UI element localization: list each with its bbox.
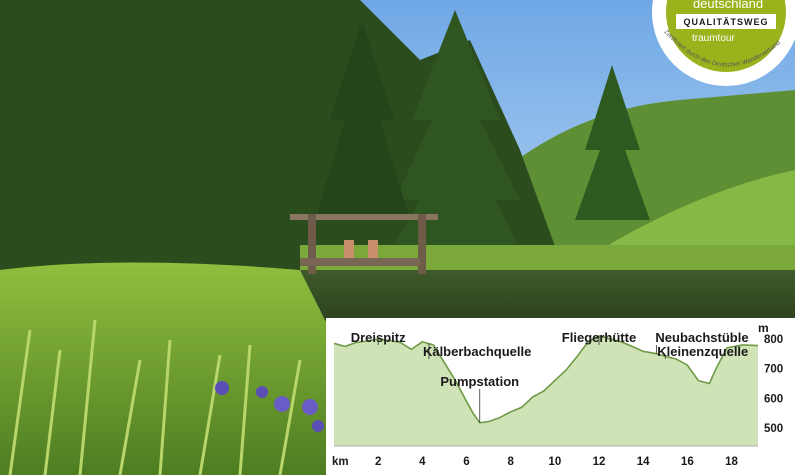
badge-line3: traumtour — [692, 33, 735, 44]
x-tick-label: 14 — [637, 456, 650, 468]
flower — [215, 381, 229, 395]
x-tick-label: 12 — [593, 456, 606, 468]
y-tick-label: 500 — [764, 423, 783, 435]
y-axis-unit-label: m — [758, 321, 769, 335]
annotation-label: Kälberbachquelle — [423, 344, 531, 359]
grass-blades — [8, 319, 302, 475]
annotation-label: Neubachstüble — [655, 330, 748, 345]
flower — [274, 396, 290, 412]
x-tick-label: 18 — [725, 456, 738, 468]
fir-tree-2 — [575, 65, 650, 220]
elevation-profile-panel: Dreispitz Kälberbachquelle Pumpstation Flie… — [326, 318, 795, 475]
y-tick-label: 600 — [764, 393, 783, 405]
y-tick-label: 800 — [764, 334, 783, 346]
flower — [312, 420, 324, 432]
elevation-profile-chart: Dreispitz Kälberbachquelle Pumpstation Flie… — [332, 321, 783, 468]
x-tick-label: 8 — [507, 456, 514, 468]
quality-trail-badge: deutschland QUALITÄTSWEG traumtour Zerti… — [652, 0, 795, 86]
x-tick-label: 4 — [419, 456, 426, 468]
x-tick-label: 6 — [463, 456, 469, 468]
x-tick-label: 16 — [681, 456, 694, 468]
annotation-label: Kleinenzquelle — [657, 344, 748, 359]
profile-area — [334, 335, 758, 446]
flower — [302, 399, 318, 415]
annotation-label: Dreispitz — [351, 330, 406, 345]
x-axis-unit-label: km — [332, 456, 349, 468]
flower — [256, 386, 268, 398]
profile-line — [333, 335, 759, 424]
x-tick-label: 2 — [375, 456, 381, 468]
annotation-label: Pumpstation — [440, 374, 519, 389]
fir-tree-1 — [380, 10, 530, 270]
x-tick-label: 10 — [548, 456, 561, 468]
y-tick-label: 700 — [764, 364, 783, 376]
annotation-label: Fliegerhütte — [562, 330, 636, 345]
wooden-bridge — [290, 214, 438, 274]
fir-tree-3 — [315, 20, 410, 220]
meadow-foreground — [0, 262, 330, 475]
badge-line2: QUALITÄTSWEG — [684, 17, 769, 27]
badge-line1: deutschland — [693, 0, 763, 11]
